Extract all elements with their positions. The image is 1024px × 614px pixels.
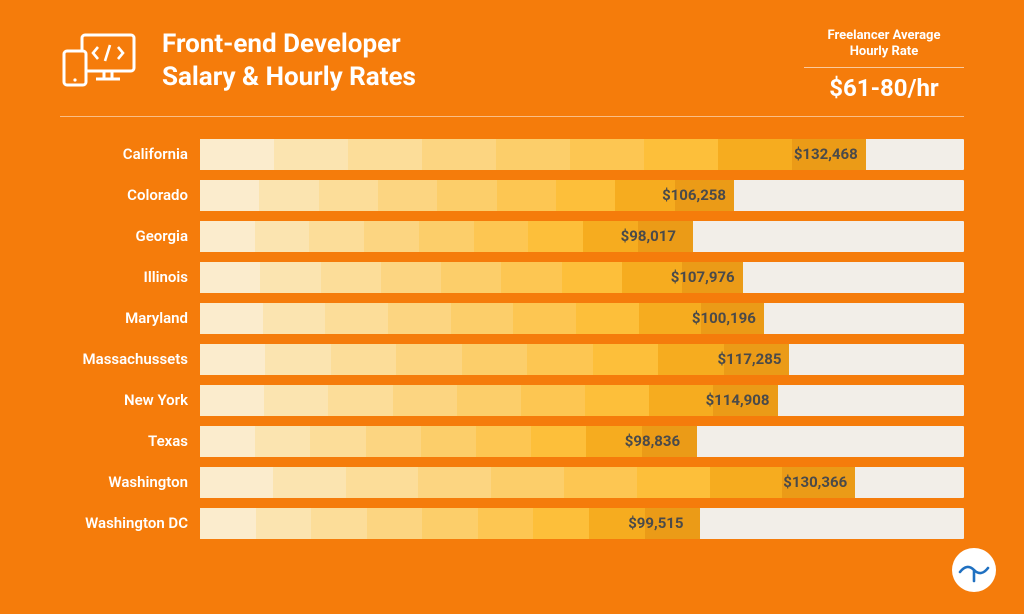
bar-track: $107,976 xyxy=(200,262,964,293)
bar-track: $100,196 xyxy=(200,303,964,334)
chart-row-label: Washington xyxy=(60,473,200,491)
title-block: Front-end Developer Salary & Hourly Rate… xyxy=(162,28,416,93)
bar-track: $117,285 xyxy=(200,344,964,375)
bar-value-label: $106,258 xyxy=(662,186,726,204)
bar-track: $114,908 xyxy=(200,385,964,416)
bar-fill xyxy=(200,262,743,293)
bar-track: $99,515 xyxy=(200,508,964,539)
bar-value-label: $99,515 xyxy=(628,514,683,532)
bar-value-label: $98,017 xyxy=(621,227,676,245)
chart-row: Georgia $98,017 xyxy=(60,221,964,252)
infographic-container: Front-end Developer Salary & Hourly Rate… xyxy=(0,0,1024,614)
rate-label-line-1: Freelancer Average xyxy=(827,28,940,43)
chart-row-label: Georgia xyxy=(60,227,200,245)
brand-bird-icon xyxy=(952,548,996,592)
chart-row: Texas $98,836 xyxy=(60,426,964,457)
bar-fill xyxy=(200,180,734,211)
salary-bar-chart: California $132,468 Colorado $106,258 Georgi… xyxy=(60,139,964,539)
chart-row-label: New York xyxy=(60,391,200,409)
bar-fill xyxy=(200,344,790,375)
title-line-2: Salary & Hourly Rates xyxy=(162,61,416,94)
chart-row-label: Colorado xyxy=(60,186,200,204)
bar-track: $130,366 xyxy=(200,467,964,498)
bar-value-label: $132,468 xyxy=(794,145,858,163)
chart-row-label: Illinois xyxy=(60,268,200,286)
chart-row-label: Washington DC xyxy=(60,514,200,532)
brand-logo-badge xyxy=(952,548,996,592)
bar-fill xyxy=(200,508,700,539)
bar-value-label: $117,285 xyxy=(718,350,782,368)
chart-row: Illinois $107,976 xyxy=(60,262,964,293)
bar-fill xyxy=(200,385,778,416)
chart-row: Washington DC $99,515 xyxy=(60,508,964,539)
bar-fill xyxy=(200,221,693,252)
header-left: Front-end Developer Salary & Hourly Rate… xyxy=(60,28,416,93)
rate-value: $61-80/hr xyxy=(829,74,938,102)
devices-code-icon xyxy=(60,29,140,93)
chart-row: Washington $130,366 xyxy=(60,467,964,498)
rate-label-line-2: Hourly Rate xyxy=(850,44,918,59)
chart-row: California $132,468 xyxy=(60,139,964,170)
bar-value-label: $98,836 xyxy=(625,432,680,450)
chart-row: New York $114,908 xyxy=(60,385,964,416)
bar-value-label: $130,366 xyxy=(783,473,847,491)
bar-fill xyxy=(200,426,697,457)
header: Front-end Developer Salary & Hourly Rate… xyxy=(60,28,964,117)
bar-fill xyxy=(200,303,764,334)
chart-row: Maryland $100,196 xyxy=(60,303,964,334)
rate-label: Freelancer Average Hourly Rate xyxy=(804,28,964,68)
chart-row-label: Maryland xyxy=(60,309,200,327)
chart-row: Massachussets $117,285 xyxy=(60,344,964,375)
chart-row-label: Texas xyxy=(60,432,200,450)
bar-value-label: $107,976 xyxy=(671,268,735,286)
bar-fill xyxy=(200,139,866,170)
title-line-1: Front-end Developer xyxy=(162,28,416,61)
bar-track: $98,017 xyxy=(200,221,964,252)
bar-value-label: $114,908 xyxy=(706,391,770,409)
chart-row: Colorado $106,258 xyxy=(60,180,964,211)
bar-fill xyxy=(200,467,855,498)
bar-track: $98,836 xyxy=(200,426,964,457)
chart-row-label: Massachussets xyxy=(60,350,200,368)
bar-track: $132,468 xyxy=(200,139,964,170)
bar-track: $106,258 xyxy=(200,180,964,211)
bar-value-label: $100,196 xyxy=(692,309,756,327)
chart-row-label: California xyxy=(60,145,200,163)
rate-box: Freelancer Average Hourly Rate $61-80/hr xyxy=(804,28,964,102)
